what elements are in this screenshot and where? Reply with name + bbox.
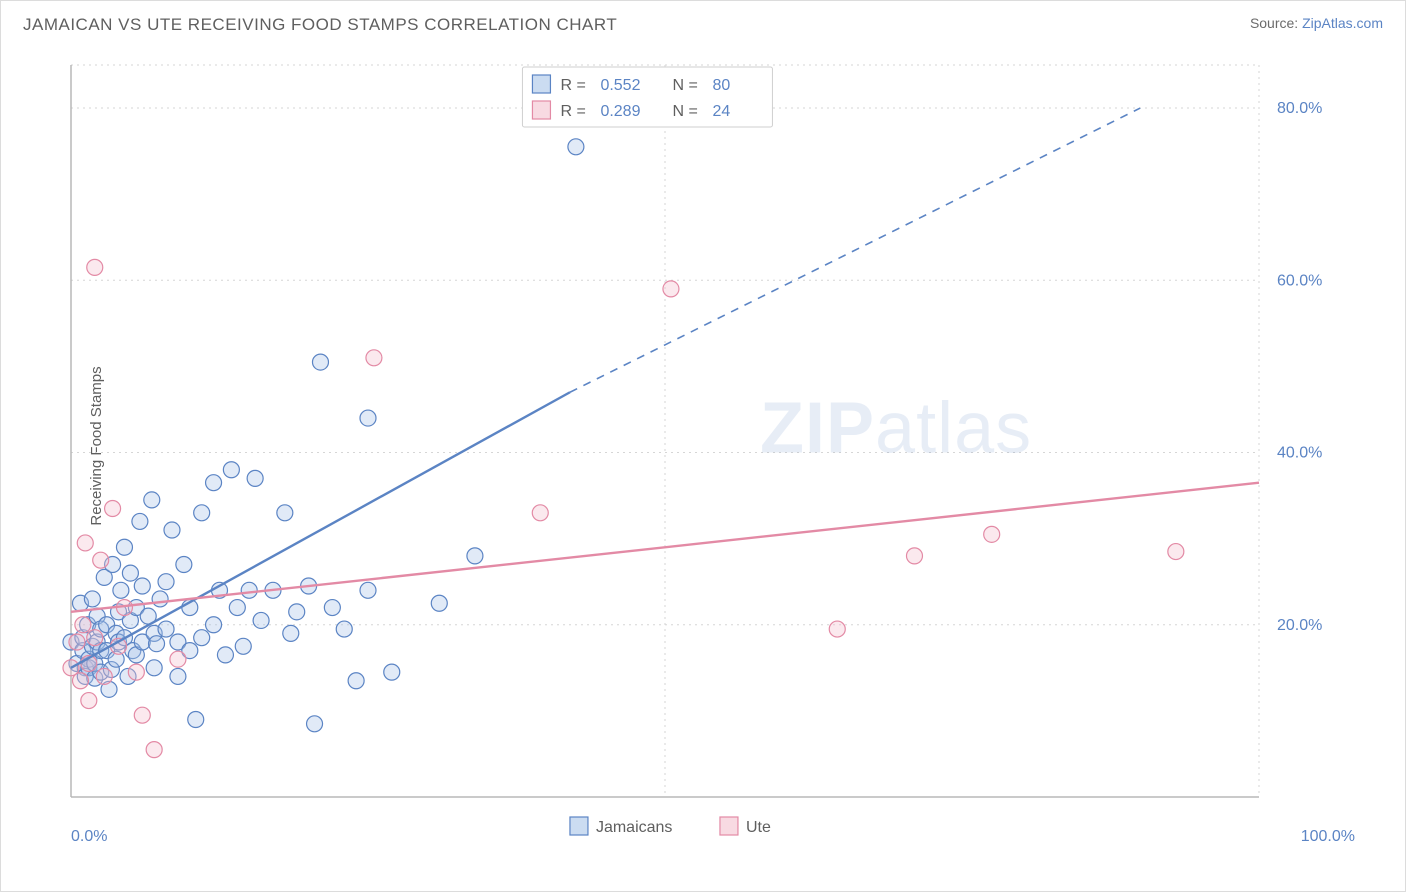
scatter-point [69, 634, 85, 650]
scatter-point [360, 582, 376, 598]
scatter-point [158, 621, 174, 637]
scatter-point [663, 281, 679, 297]
scatter-point [984, 526, 1000, 542]
svg-text:R =: R = [560, 103, 585, 120]
scatter-point [176, 556, 192, 572]
scatter-point [253, 612, 269, 628]
scatter-point [188, 711, 204, 727]
scatter-point [170, 651, 186, 667]
scatter-point [277, 505, 293, 521]
svg-text:40.0%: 40.0% [1277, 445, 1322, 462]
scatter-point [431, 595, 447, 611]
scatter-point [134, 707, 150, 723]
scatter-point [241, 582, 257, 598]
scatter-point [96, 668, 112, 684]
svg-text:0.289: 0.289 [600, 103, 640, 120]
legend-label: Ute [746, 819, 771, 836]
scatter-point [93, 552, 109, 568]
scatter-point [312, 354, 328, 370]
scatter-point [194, 630, 210, 646]
svg-text:24: 24 [712, 103, 730, 120]
plot-area-wrap: ZIPatlas20.0%40.0%60.0%80.0%0.0%100.0%R … [61, 59, 1371, 829]
scatter-point [132, 513, 148, 529]
scatter-point [366, 350, 382, 366]
scatter-point [77, 535, 93, 551]
svg-text:0.0%: 0.0% [71, 828, 107, 845]
svg-text:N =: N = [672, 77, 697, 94]
scatter-plot-svg: ZIPatlas 20.0% 40.0% 60.0% 80.0% 0.0% 100.0% R … [61, 59, 1371, 859]
scatter-point [113, 582, 129, 598]
legend-label: Jamaicans [596, 819, 672, 836]
trend-line-extrapolated [570, 108, 1140, 392]
svg-text:0.552: 0.552 [600, 77, 640, 94]
scatter-point [206, 475, 222, 491]
scatter-point [134, 578, 150, 594]
scatter-point [1168, 544, 1184, 560]
chart-header: JAMAICAN VS UTE RECEIVING FOOD STAMPS CO… [1, 1, 1405, 49]
legend-swatch [532, 75, 550, 93]
scatter-point [87, 259, 103, 275]
scatter-point [235, 638, 251, 654]
trend-line [71, 483, 1259, 612]
svg-text:60.0%: 60.0% [1277, 272, 1322, 289]
scatter-point [73, 673, 89, 689]
chart-container: JAMAICAN VS UTE RECEIVING FOOD STAMPS CO… [0, 0, 1406, 892]
scatter-point [144, 492, 160, 508]
svg-text:N =: N = [672, 103, 697, 120]
scatter-point [829, 621, 845, 637]
scatter-point [149, 636, 165, 652]
scatter-point [467, 548, 483, 564]
svg-text:R =: R = [560, 77, 585, 94]
scatter-point [568, 139, 584, 155]
scatter-point [122, 565, 138, 581]
scatter-point [84, 591, 100, 607]
source-prefix: Source: [1250, 15, 1302, 31]
scatter-point [206, 617, 222, 633]
scatter-point [75, 617, 91, 633]
scatter-point [906, 548, 922, 564]
scatter-point [217, 647, 233, 663]
scatter-point [194, 505, 210, 521]
scatter-point [87, 630, 103, 646]
scatter-point [247, 470, 263, 486]
legend-swatch [720, 817, 738, 835]
svg-text:20.0%: 20.0% [1277, 617, 1322, 634]
scatter-point [532, 505, 548, 521]
scatter-point [384, 664, 400, 680]
scatter-point [152, 591, 168, 607]
scatter-point [116, 539, 132, 555]
svg-text:80.0%: 80.0% [1277, 100, 1322, 117]
scatter-point [146, 660, 162, 676]
scatter-point [289, 604, 305, 620]
source-link[interactable]: ZipAtlas.com [1302, 15, 1383, 31]
scatter-point [158, 574, 174, 590]
svg-text:100.0%: 100.0% [1301, 828, 1355, 845]
scatter-point [283, 625, 299, 641]
scatter-point [307, 716, 323, 732]
svg-text:ZIPatlas: ZIPatlas [760, 389, 1032, 469]
scatter-point [229, 600, 245, 616]
legend-swatch [532, 101, 550, 119]
scatter-point [170, 668, 186, 684]
scatter-point [324, 600, 340, 616]
scatter-point [223, 462, 239, 478]
scatter-point [360, 410, 376, 426]
svg-text:80: 80 [712, 77, 730, 94]
scatter-point [105, 501, 121, 517]
scatter-point [81, 693, 97, 709]
scatter-point [336, 621, 352, 637]
scatter-point [128, 664, 144, 680]
scatter-point [348, 673, 364, 689]
chart-title: JAMAICAN VS UTE RECEIVING FOOD STAMPS CO… [23, 15, 617, 35]
trend-line [71, 392, 570, 668]
scatter-point [146, 742, 162, 758]
legend-swatch [570, 817, 588, 835]
scatter-point [164, 522, 180, 538]
chart-source: Source: ZipAtlas.com [1250, 15, 1383, 31]
